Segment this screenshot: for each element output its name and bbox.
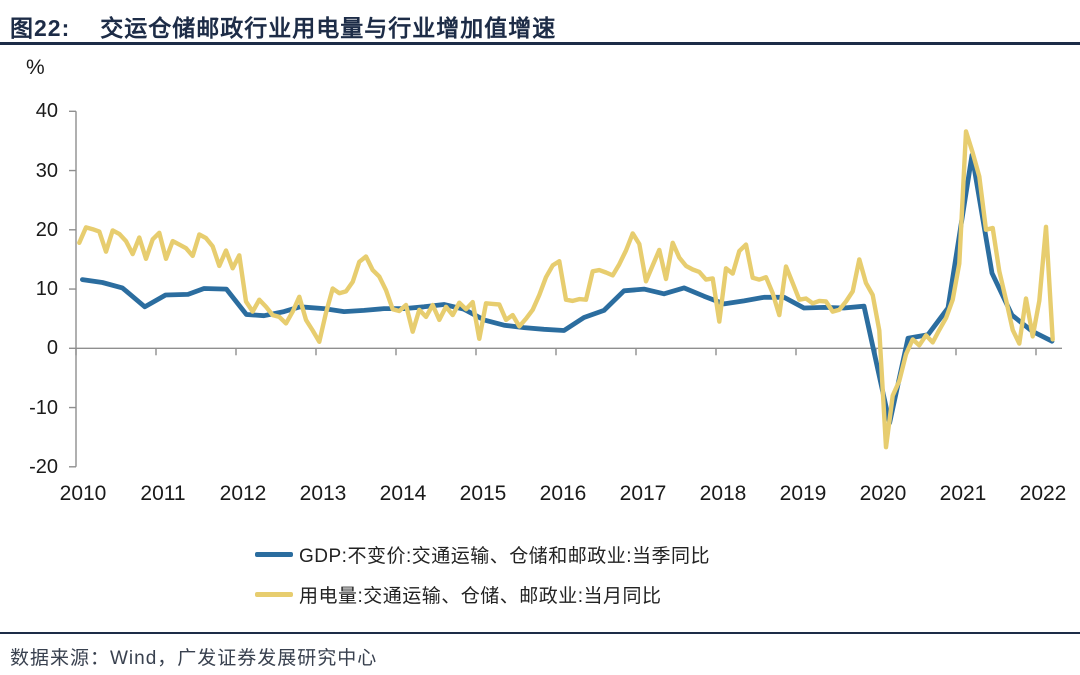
chart-legend: GDP:不变价:交通运输、仓储和邮政业:当季同比 用电量:交通运输、仓储、邮政业… xyxy=(255,534,710,614)
legend-swatch-gdp xyxy=(255,551,293,557)
x-axis-label: 2018 xyxy=(699,482,747,505)
x-axis-label: 2022 xyxy=(1019,482,1067,505)
x-axis-label: 2020 xyxy=(859,482,907,505)
electricity-line xyxy=(77,129,1055,450)
chart-title-bar: 图22: 交运仓储邮政行业用电量与行业增加值增速 xyxy=(0,0,1080,45)
x-axis-label: 2016 xyxy=(539,482,587,505)
x-axis-label: 2014 xyxy=(379,482,427,505)
x-axis-label: 2021 xyxy=(939,482,987,505)
data-source-note: 数据来源：Wind，广发证券发展研究中心 xyxy=(10,648,378,669)
y-axis-label: 0 xyxy=(46,337,58,360)
y-axis-label: 20 xyxy=(35,218,58,241)
y-axis-label: 10 xyxy=(35,278,58,301)
x-axis-label: 2012 xyxy=(219,482,267,505)
legend-label-gdp: GDP:不变价:交通运输、仓储和邮政业:当季同比 xyxy=(299,545,711,567)
figure-number: 图22: xyxy=(10,15,71,41)
y-axis-label: -10 xyxy=(29,396,58,419)
legend-item-electricity: 用电量:交通运输、仓储、邮政业:当月同比 xyxy=(255,574,710,614)
x-axis-label: 2013 xyxy=(299,482,347,505)
y-axis-unit-label: % xyxy=(26,56,45,79)
legend-item-gdp: GDP:不变价:交通运输、仓储和邮政业:当季同比 xyxy=(255,534,710,574)
legend-swatch-electricity xyxy=(255,591,293,597)
footer-divider xyxy=(0,632,1080,634)
x-axis-label: 2010 xyxy=(59,482,107,505)
x-axis-label: 2019 xyxy=(779,482,827,505)
legend-label-electricity: 用电量:交通运输、仓储、邮政业:当月同比 xyxy=(299,585,662,607)
y-axis-label: 40 xyxy=(35,100,58,123)
page-title: 交运仓储邮政行业用电量与行业增加值增速 xyxy=(100,15,557,41)
gdp-line xyxy=(80,152,1055,426)
x-axis-label: 2011 xyxy=(140,482,186,505)
y-axis-label: -20 xyxy=(29,455,58,478)
x-axis-label: 2017 xyxy=(619,482,667,505)
y-axis-label: 30 xyxy=(35,159,58,182)
x-axis-label: 2015 xyxy=(459,482,507,505)
